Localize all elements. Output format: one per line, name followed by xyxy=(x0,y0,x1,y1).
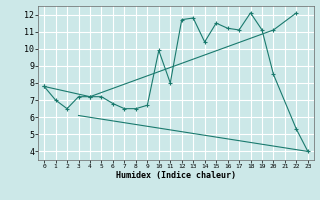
X-axis label: Humidex (Indice chaleur): Humidex (Indice chaleur) xyxy=(116,171,236,180)
